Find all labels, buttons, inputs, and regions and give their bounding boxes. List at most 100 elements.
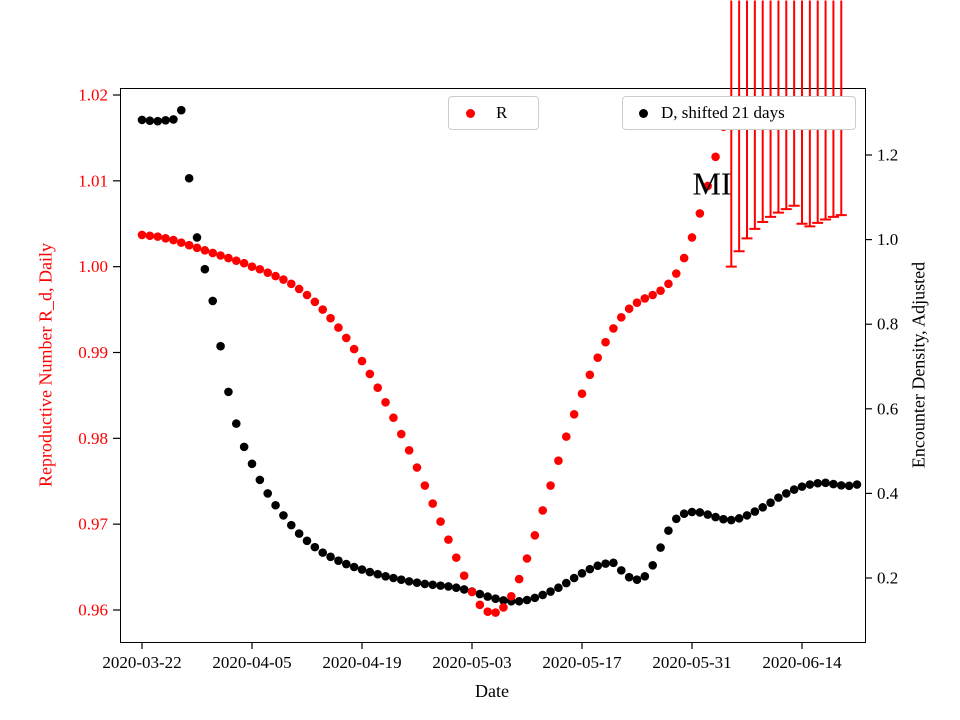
data-point — [577, 569, 587, 578]
data-point — [255, 475, 265, 485]
right-axis-ticks: 1.2 1.0 0.8 0.6 0.4 0.2 — [865, 146, 899, 588]
data-point — [349, 562, 359, 572]
data-point — [491, 608, 500, 617]
data-point — [161, 116, 170, 125]
data-point — [695, 209, 705, 218]
data-point — [648, 561, 658, 570]
state-annotation: MI — [692, 165, 732, 202]
data-point — [695, 508, 705, 517]
data-point — [569, 410, 579, 419]
data-point — [389, 413, 398, 423]
data-point — [341, 559, 351, 569]
data-point — [522, 595, 532, 605]
data-point — [153, 116, 163, 126]
x-tick-label: 2020-04-05 — [212, 653, 291, 672]
data-point — [137, 230, 147, 240]
data-point — [616, 313, 626, 322]
right-tick-label: 0.4 — [877, 484, 899, 503]
data-point — [569, 573, 579, 583]
data-point — [679, 509, 689, 519]
data-point — [585, 564, 595, 574]
data-point — [522, 554, 532, 563]
data-point — [239, 442, 249, 452]
x-axis-label: Date — [475, 681, 509, 701]
data-point — [192, 233, 202, 242]
data-point — [263, 268, 273, 277]
data-point — [844, 481, 854, 491]
x-tick-label: 2020-03-22 — [102, 653, 181, 672]
data-point — [459, 585, 469, 594]
data-point — [656, 543, 665, 552]
data-point — [318, 305, 328, 314]
data-point — [632, 298, 642, 308]
data-point — [797, 482, 807, 491]
data-point — [436, 517, 445, 526]
data-point — [412, 578, 422, 587]
data-point — [852, 480, 862, 489]
data-point-plus — [749, 0, 761, 230]
data-point — [664, 279, 673, 289]
data-point — [279, 275, 288, 284]
data-point — [640, 294, 650, 303]
data-point — [506, 591, 516, 601]
data-point — [161, 234, 170, 243]
x-tick-label: 2020-05-03 — [432, 653, 511, 672]
data-point — [294, 529, 304, 538]
data-point — [200, 246, 210, 255]
data-point — [420, 481, 430, 490]
data-point-plus — [835, 0, 847, 217]
data-point — [294, 284, 304, 294]
data-point-plus — [725, 0, 737, 268]
data-point — [546, 587, 555, 596]
data-point — [483, 592, 493, 601]
data-point — [318, 548, 328, 557]
data-point — [310, 542, 320, 552]
data-point — [585, 370, 595, 380]
data-point — [640, 572, 650, 581]
x-tick-label: 2020-05-31 — [652, 653, 731, 672]
data-point — [420, 579, 430, 589]
data-point — [475, 589, 485, 599]
data-point — [648, 290, 658, 300]
right-tick-label: 1.0 — [877, 230, 898, 249]
data-point — [389, 573, 398, 583]
data-point — [137, 115, 147, 125]
series-D_shifted_21_days — [137, 105, 862, 606]
data-point — [263, 489, 273, 498]
data-point — [169, 235, 178, 245]
data-point — [671, 269, 681, 278]
data-point — [349, 344, 359, 354]
data-point — [546, 481, 555, 490]
data-point — [216, 251, 225, 260]
data-point — [616, 566, 626, 575]
data-point — [286, 279, 296, 289]
data-point — [711, 512, 720, 522]
data-point — [514, 574, 524, 584]
data-point — [145, 116, 155, 126]
data-point — [412, 463, 422, 472]
data-point — [279, 511, 288, 520]
data-point-plus — [765, 0, 777, 218]
data-point — [499, 603, 508, 612]
data-point — [334, 556, 343, 565]
legend-r-dot-icon — [466, 108, 475, 118]
data-point — [404, 446, 414, 455]
data-point — [184, 240, 194, 250]
data-point — [428, 499, 438, 508]
data-point — [742, 511, 752, 520]
data-point — [719, 514, 728, 524]
left-tick-label: 0.98 — [78, 429, 108, 448]
data-point-plus — [827, 0, 839, 218]
data-point — [310, 297, 320, 307]
data-point — [302, 536, 312, 546]
data-point — [624, 572, 634, 582]
data-point — [381, 572, 390, 581]
data-point — [530, 593, 540, 603]
data-point — [656, 286, 665, 296]
legend-d-label: D, shifted 21 days — [661, 103, 785, 122]
data-point — [444, 535, 453, 544]
right-tick-label: 0.6 — [877, 399, 898, 418]
data-point — [577, 389, 587, 399]
data-point — [224, 387, 233, 397]
